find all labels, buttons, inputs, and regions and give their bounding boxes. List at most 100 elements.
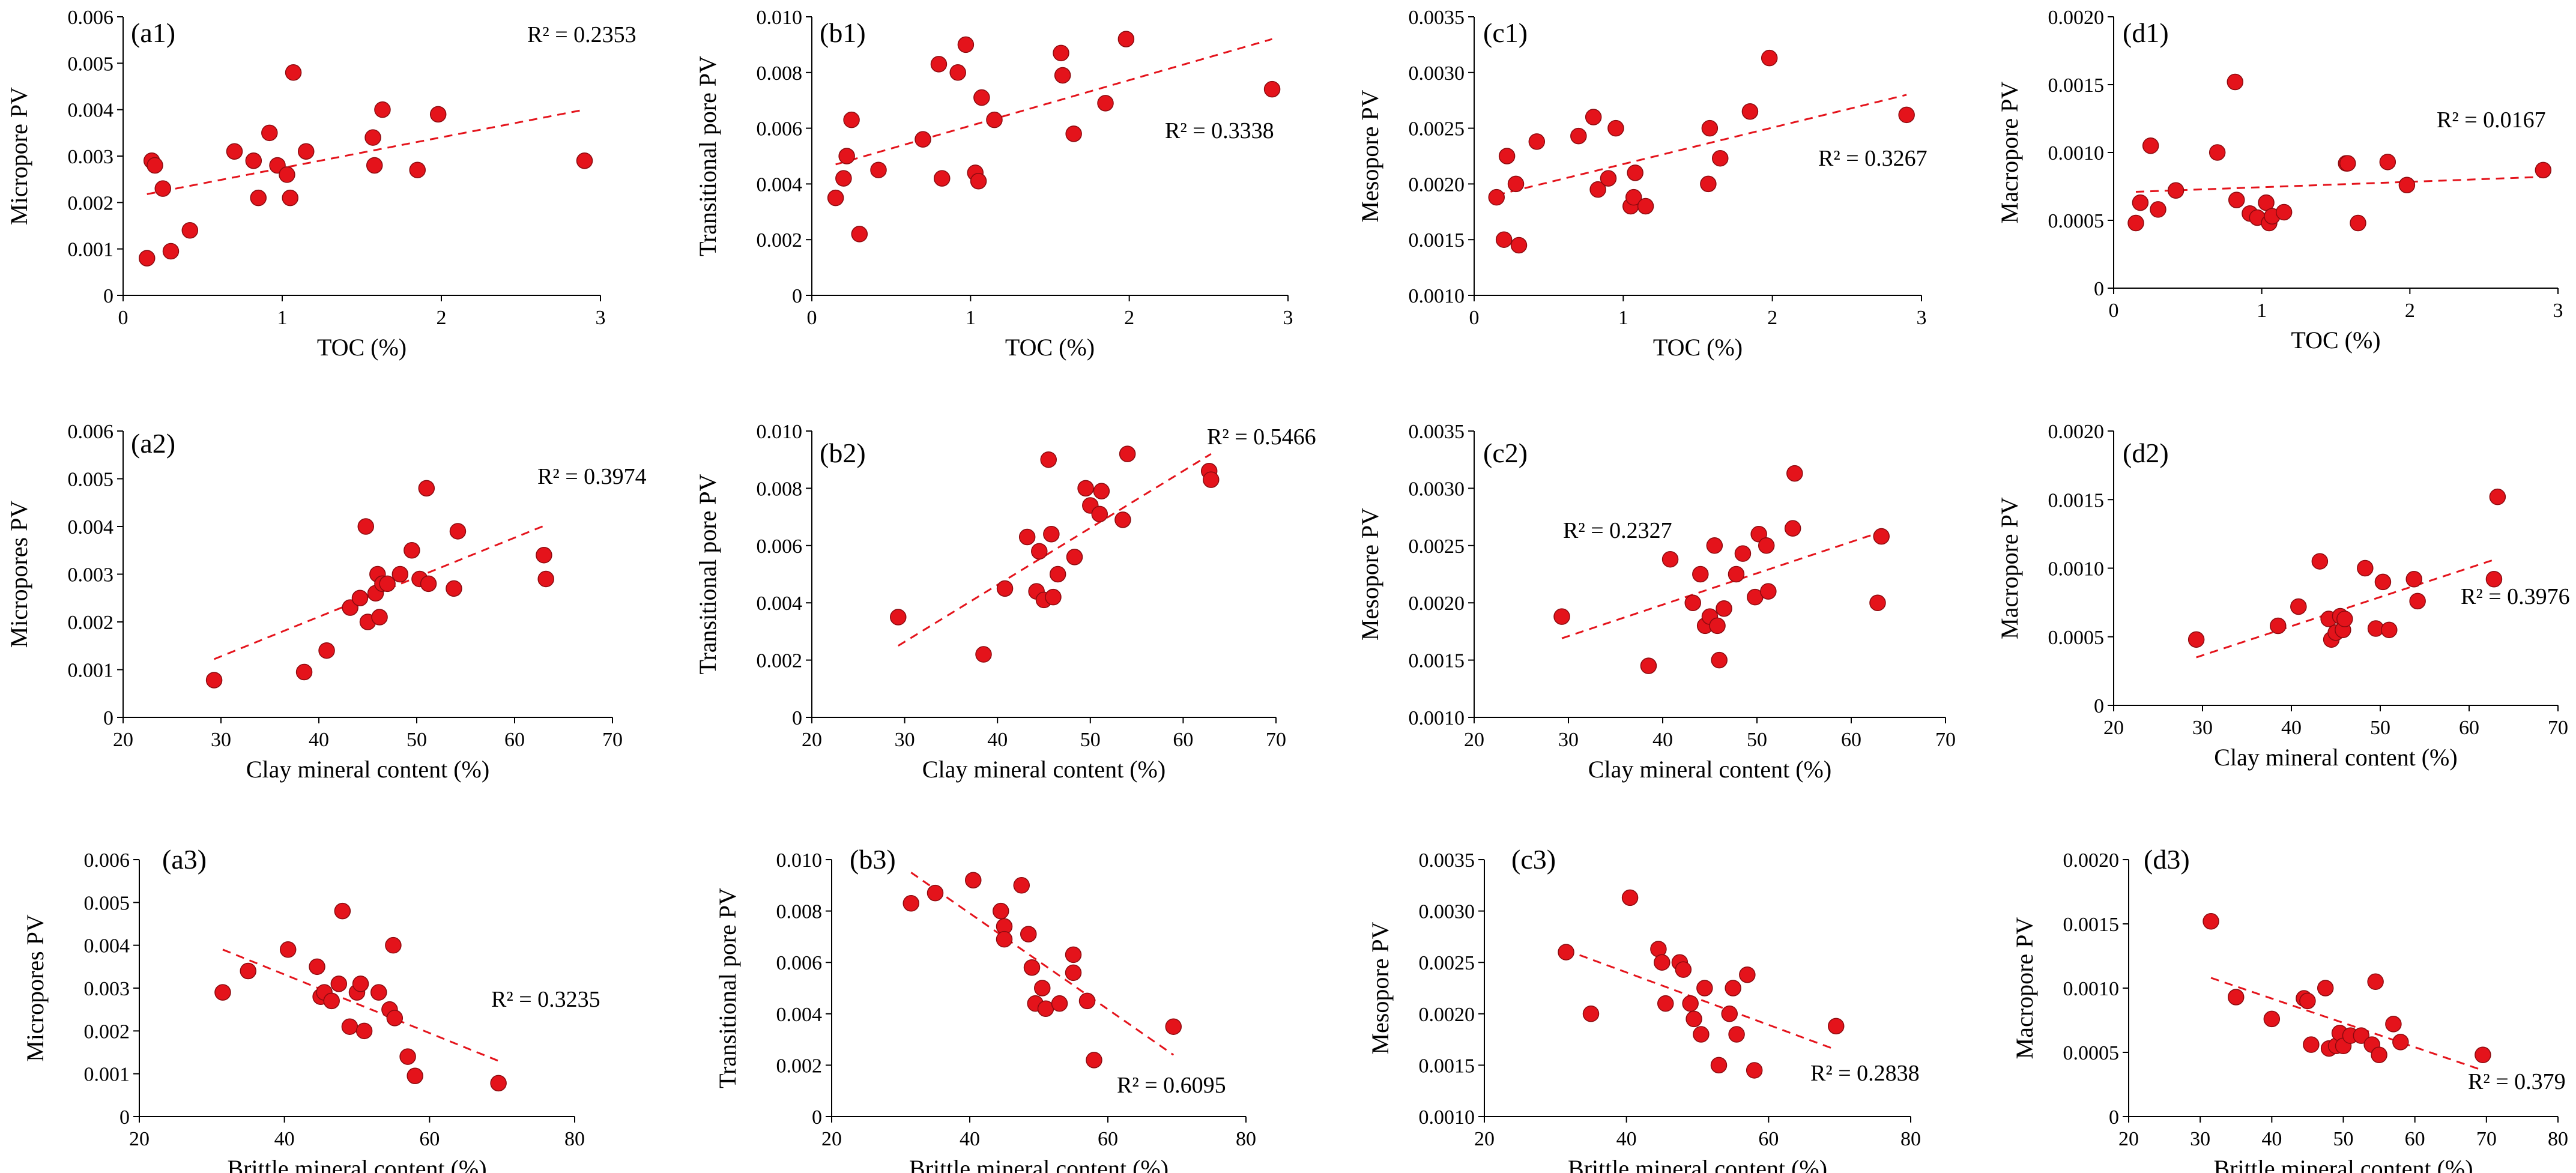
data-point xyxy=(154,180,171,197)
data-point xyxy=(2258,194,2275,211)
data-point xyxy=(536,546,552,564)
y-tick-label: 0.0005 xyxy=(2048,210,2105,232)
x-tick-label: 70 xyxy=(2476,1128,2497,1150)
y-tick-label: 0.005 xyxy=(68,53,114,75)
data-point xyxy=(205,672,223,689)
data-point xyxy=(323,992,340,1010)
data-point xyxy=(285,64,302,81)
data-point xyxy=(1077,480,1094,497)
data-point xyxy=(1716,600,1732,617)
y-tick-label: 0 xyxy=(792,707,802,729)
y-tick-label: 0.004 xyxy=(84,935,130,957)
data-point xyxy=(449,523,467,540)
x-tick-label: 2 xyxy=(1124,307,1134,329)
panel-label: (a1) xyxy=(131,17,175,48)
r-squared-label: R² = 0.3976 xyxy=(2461,584,2570,609)
data-point xyxy=(409,161,426,178)
data-point xyxy=(1589,181,1606,198)
y-tick-label: 0.002 xyxy=(757,650,803,672)
y-tick-label: 0 xyxy=(792,285,802,307)
data-point xyxy=(370,984,387,1001)
y-tick-label: 0.0010 xyxy=(2048,558,2105,580)
data-point xyxy=(1600,170,1617,187)
y-tick-label: 0.001 xyxy=(68,660,114,682)
x-tick-label: 80 xyxy=(564,1128,585,1150)
x-tick-label: 60 xyxy=(1758,1128,1779,1150)
data-point xyxy=(1553,608,1570,625)
data-point xyxy=(1018,528,1036,546)
x-tick-label: 30 xyxy=(2190,1128,2210,1150)
data-point xyxy=(2132,194,2149,211)
trendline xyxy=(1496,94,1907,196)
x-tick-label: 1 xyxy=(1618,307,1628,329)
data-point xyxy=(927,884,944,902)
y-tick-label: 0.004 xyxy=(68,100,114,122)
r-squared-label: R² = 0.2838 xyxy=(1810,1061,1920,1086)
y-axis-title: Micropores PV xyxy=(5,501,32,648)
data-point xyxy=(1721,1006,1738,1022)
y-tick-label: 0.006 xyxy=(68,421,114,443)
data-point xyxy=(1114,511,1131,528)
data-point xyxy=(2409,593,2426,610)
y-tick-label: 0.005 xyxy=(84,892,130,914)
data-point xyxy=(261,124,278,142)
data-point xyxy=(420,575,437,593)
x-tick-label: 2 xyxy=(1767,307,1777,329)
y-tick-label: 0.0005 xyxy=(2063,1042,2120,1064)
r-squared-label: R² = 0.2327 xyxy=(1563,518,1672,543)
y-tick-label: 0.0015 xyxy=(2063,914,2120,936)
data-point xyxy=(838,148,855,164)
data-point xyxy=(1051,995,1068,1012)
data-point xyxy=(2311,553,2329,570)
y-tick-label: 0.006 xyxy=(68,7,114,29)
data-point xyxy=(355,1022,373,1040)
data-point xyxy=(1528,133,1546,150)
x-axis-title: Brittle mineral content (%) xyxy=(227,1155,486,1173)
data-point xyxy=(139,250,156,267)
data-point xyxy=(949,64,966,81)
data-point xyxy=(2275,204,2293,221)
panel-b2: 20 30 40 50 60 70 0 0.002 0.004 0.006 0.008 0.010 Cl… xyxy=(694,421,1316,783)
panel-label: (d1) xyxy=(2123,17,2169,48)
y-tick-label: 0.0010 xyxy=(1409,707,1465,729)
data-point xyxy=(407,1067,423,1084)
panel-c3: 20 40 60 80 0.0010 0.0015 0.0020 0.0025 0.0030 0.… xyxy=(1367,844,1921,1173)
data-point xyxy=(386,1010,404,1027)
x-tick-label: 30 xyxy=(211,729,231,751)
data-point xyxy=(309,958,325,975)
data-point xyxy=(298,143,315,160)
data-point xyxy=(1709,617,1726,635)
r-squared-label: R² = 0.5466 xyxy=(1207,424,1316,450)
x-tick-label: 40 xyxy=(309,729,329,751)
data-point xyxy=(1013,877,1030,894)
panel-label: (b2) xyxy=(820,438,866,468)
data-point xyxy=(903,895,919,912)
data-point xyxy=(1741,103,1759,120)
x-tick-label: 60 xyxy=(2459,717,2479,739)
y-axis-title: Transitional pore PV xyxy=(694,474,721,674)
data-point xyxy=(1093,483,1110,499)
data-point xyxy=(404,542,420,559)
data-point xyxy=(2290,598,2307,615)
data-point xyxy=(1043,525,1060,543)
data-point xyxy=(2405,571,2422,588)
data-point xyxy=(1031,543,1048,560)
data-point xyxy=(1654,954,1670,971)
panel-a1: 0 1 2 3 0 0.001 0.002 0.003 0.004 0.005 0.006 TOC (… xyxy=(5,7,636,361)
y-tick-label: 0.0010 xyxy=(1409,285,1465,307)
y-tick-label: 0.008 xyxy=(776,901,823,923)
y-tick-label: 0.0020 xyxy=(1409,173,1465,196)
y-tick-label: 0.010 xyxy=(776,849,823,872)
y-tick-label: 0.0025 xyxy=(1409,535,1465,558)
r-squared-label: R² = 0.6095 xyxy=(1117,1073,1226,1098)
y-tick-label: 0 xyxy=(2094,695,2104,717)
data-point xyxy=(1045,588,1062,606)
trendline xyxy=(1561,531,1882,639)
data-point xyxy=(2228,191,2245,208)
data-point xyxy=(973,89,990,106)
data-point xyxy=(996,580,1014,597)
r-squared-label: R² = 0.3235 xyxy=(491,987,600,1012)
y-tick-label: 0.0030 xyxy=(1409,62,1465,85)
data-point xyxy=(1686,1010,1702,1028)
x-tick-label: 70 xyxy=(1935,729,1956,751)
